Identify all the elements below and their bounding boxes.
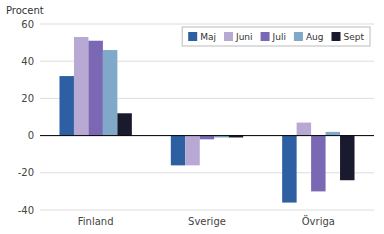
y-tick-label: -40 bbox=[18, 205, 34, 216]
grid bbox=[40, 24, 374, 210]
legend-label: Juli bbox=[272, 32, 286, 42]
bar bbox=[88, 41, 102, 136]
bar bbox=[297, 123, 311, 136]
bar bbox=[74, 37, 88, 136]
bar bbox=[59, 76, 73, 136]
x-tick-label: Sverige bbox=[188, 216, 226, 227]
y-tick-label: -20 bbox=[18, 167, 34, 178]
bar bbox=[103, 50, 117, 136]
legend-label: Juni bbox=[235, 32, 253, 42]
x-tick-label: Övriga bbox=[302, 215, 335, 227]
bars bbox=[59, 37, 354, 203]
chart: -40 -20 0 20 40 60 Procent Finland Sverige Övriga… bbox=[0, 0, 384, 234]
zero-line bbox=[40, 135, 374, 136]
legend-label: Sept bbox=[344, 32, 365, 42]
bar bbox=[340, 136, 354, 181]
bar bbox=[282, 136, 296, 203]
y-tick-label: 0 bbox=[28, 130, 34, 141]
legend-swatch bbox=[188, 32, 197, 41]
legend-label: Maj bbox=[200, 32, 216, 42]
legend-swatch bbox=[224, 32, 233, 41]
bar bbox=[311, 136, 325, 192]
legend-label: Aug bbox=[306, 32, 324, 42]
bar bbox=[185, 136, 199, 166]
y-axis-label: Procent bbox=[6, 5, 44, 16]
grid-line bbox=[40, 210, 374, 211]
bar bbox=[200, 136, 214, 140]
chart-container: -40 -20 0 20 40 60 Procent Finland Sverige Övriga… bbox=[0, 0, 384, 234]
legend-swatch bbox=[261, 32, 270, 41]
bar bbox=[117, 113, 131, 135]
bar bbox=[171, 136, 185, 166]
grid-line bbox=[40, 135, 374, 136]
bar bbox=[326, 132, 340, 136]
legend-swatch bbox=[332, 32, 341, 41]
y-tick-label: 40 bbox=[21, 56, 34, 67]
legend: Maj Juni Juli Aug Sept bbox=[182, 27, 370, 46]
legend-box bbox=[182, 27, 370, 46]
y-tick-label: 60 bbox=[21, 19, 34, 30]
y-tick-label: 20 bbox=[21, 93, 34, 104]
grid-line bbox=[40, 24, 374, 25]
legend-swatch bbox=[294, 32, 303, 41]
x-tick-label: Finland bbox=[78, 216, 114, 227]
